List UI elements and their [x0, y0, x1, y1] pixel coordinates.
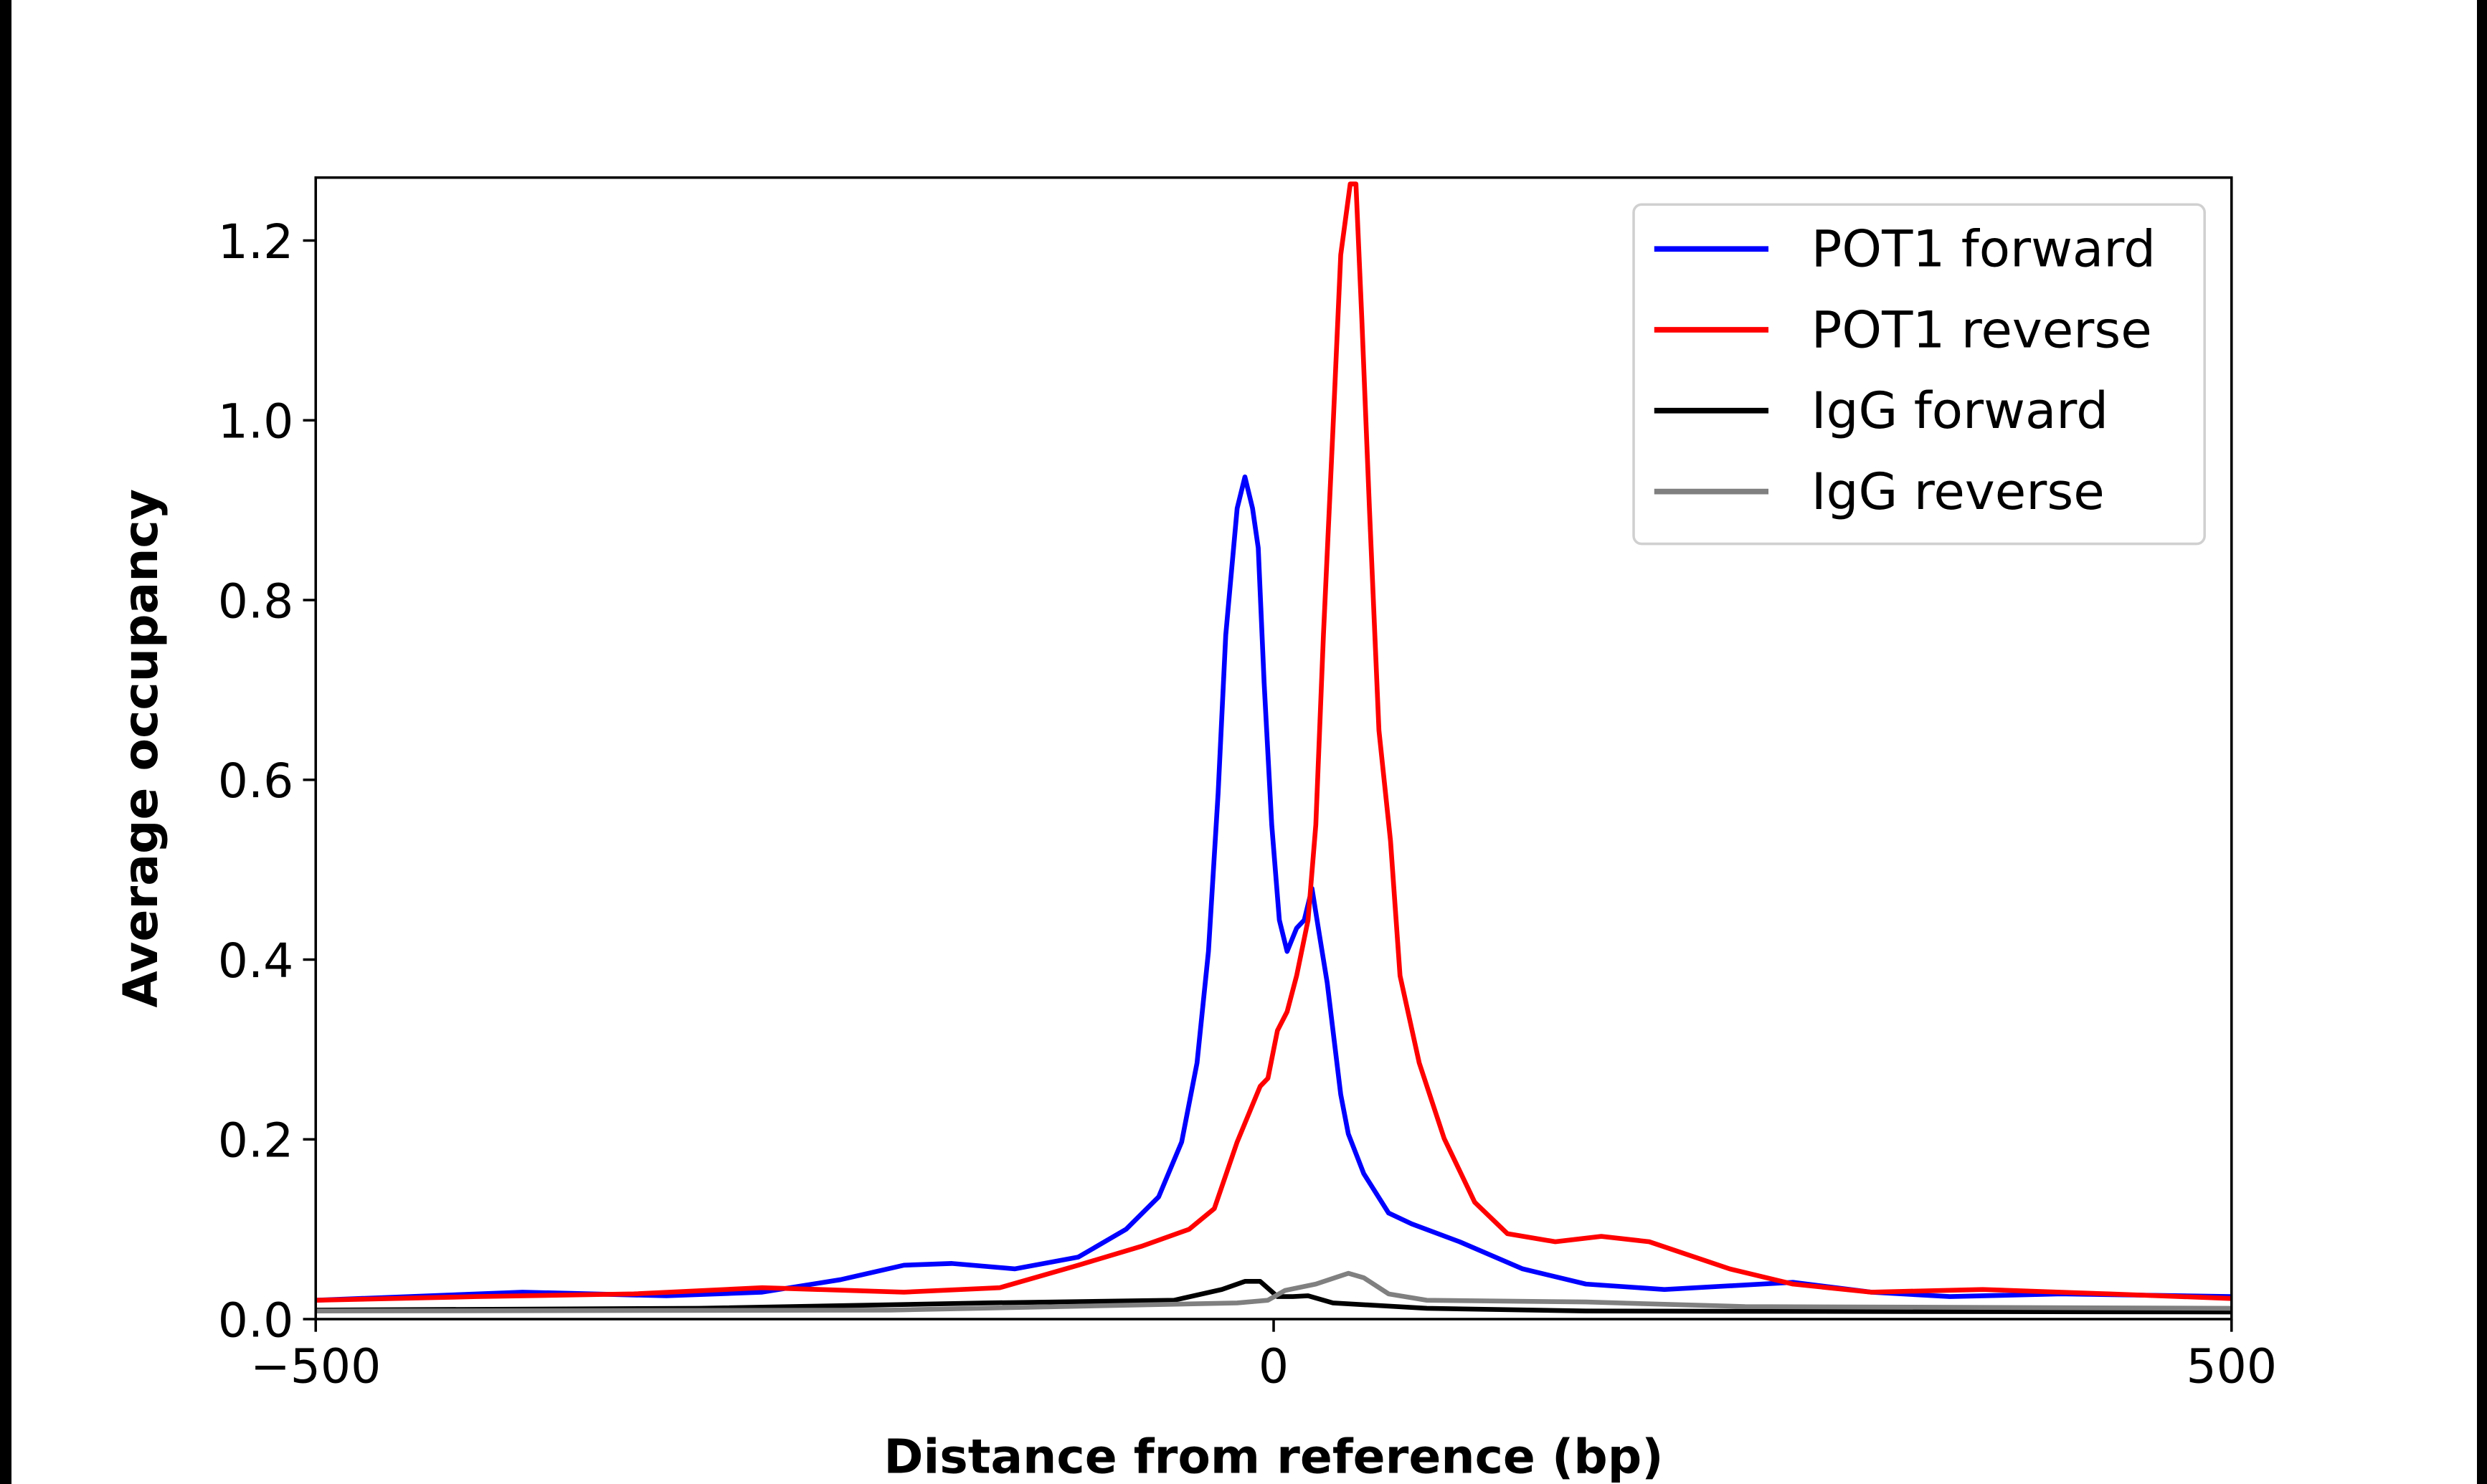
y-tick-label: 0.0: [218, 1292, 293, 1348]
legend-label: IgG forward: [1811, 381, 2108, 440]
legend-entry: IgG forward: [1654, 381, 2108, 440]
legend-label: POT1 forward: [1811, 219, 2156, 279]
y-tick-label: 1.2: [218, 214, 293, 270]
series-line-igg-forward: [316, 1279, 2232, 1315]
y-axis-label: Average occupancy: [113, 489, 169, 1008]
y-tick-label: 0.6: [218, 753, 293, 809]
series-line-pot1-reverse: [316, 181, 2232, 1303]
legend-entry: POT1 reverse: [1654, 300, 2152, 359]
x-tick-label: −500: [250, 1338, 381, 1394]
series-layer: [316, 181, 2232, 1315]
y-tick-label: 0.8: [218, 573, 293, 629]
right-border: [2477, 0, 2487, 1484]
legend-entry: POT1 forward: [1654, 219, 2156, 279]
series-line-igg-reverse: [316, 1270, 2232, 1314]
legend-box: [1632, 203, 2206, 546]
series-line-pot1-forward: [316, 474, 2232, 1303]
x-axis-label: Distance from reference (bp): [884, 1429, 1663, 1484]
x-tick-label: 0: [1259, 1338, 1289, 1394]
y-axis: 0.0 0.2 0.4 0.6 0.8 1.0 1.2: [218, 214, 316, 1348]
left-border: [0, 0, 11, 1484]
y-tick-label: 0.2: [218, 1113, 293, 1169]
y-tick-label: 0.4: [218, 933, 293, 989]
x-tick-label: 500: [2186, 1338, 2277, 1394]
legend-label: IgG reverse: [1811, 462, 2105, 521]
legend: POT1 forward POT1 reverse IgG forward IgG r…: [1632, 203, 2206, 546]
y-tick-label: 1.0: [218, 394, 293, 450]
legend-entry: IgG reverse: [1654, 462, 2105, 521]
legend-label: POT1 reverse: [1811, 300, 2152, 359]
x-axis: −500 0 500: [250, 1319, 2277, 1394]
